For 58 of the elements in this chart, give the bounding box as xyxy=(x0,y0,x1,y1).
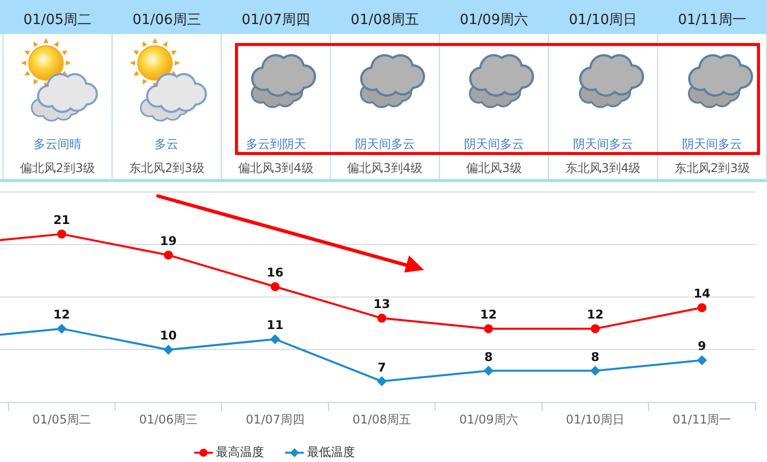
category-label: 01/05周二 xyxy=(23,12,92,28)
x-tick-label: 01/05周二 xyxy=(32,412,91,427)
data-label: 12 xyxy=(480,308,497,322)
text: 偏北风3到4级 xyxy=(238,161,314,176)
text: 偏北风3到4级 xyxy=(347,161,422,176)
legend-label: 最高温度 xyxy=(216,444,264,459)
point xyxy=(270,334,280,344)
data-label: 19 xyxy=(160,234,177,248)
point xyxy=(697,303,706,312)
x-tick-label: 01/11周一 xyxy=(672,412,732,427)
point xyxy=(377,314,386,323)
x-tick-label: 01/08周五 xyxy=(352,412,412,427)
text: 多云间晴 xyxy=(34,137,82,152)
point xyxy=(56,324,67,334)
legend-label: 最低温度 xyxy=(307,444,355,459)
category-label: 01/08周五 xyxy=(350,12,420,28)
data-label: 14 xyxy=(694,286,710,301)
point xyxy=(696,355,707,366)
category-label: 01/10周日 xyxy=(568,12,638,28)
x-tick-label: 01/06周三 xyxy=(139,412,198,427)
x-tick-label: 01/09周六 xyxy=(459,412,518,427)
x-tick-label: 01/10周日 xyxy=(566,412,625,427)
text: 阴天间多云 xyxy=(573,137,634,152)
text: 阴天间多云 xyxy=(354,137,415,152)
x-tick-label: 01/07周四 xyxy=(246,412,304,427)
point xyxy=(163,344,174,355)
point xyxy=(590,324,600,334)
point xyxy=(57,230,66,239)
category-label: 01/09周六 xyxy=(460,12,528,28)
category-label: 01/06周三 xyxy=(132,12,201,28)
data-label: 12 xyxy=(53,308,70,322)
data-label: 11 xyxy=(266,318,284,332)
data-label: 10 xyxy=(160,328,177,343)
data-label: 8 xyxy=(591,350,600,364)
data-label: 7 xyxy=(378,360,386,374)
text: 多云到阴天 xyxy=(246,137,306,152)
data-label: 13 xyxy=(373,297,390,312)
point xyxy=(164,250,173,260)
text: 偏北风3级 xyxy=(466,161,522,176)
text: 阴天间多云 xyxy=(682,137,742,152)
point xyxy=(484,324,494,334)
category-label: 01/07周四 xyxy=(242,12,310,28)
point xyxy=(376,376,387,386)
category-label: 01/11周一 xyxy=(678,12,746,28)
data-label: 9 xyxy=(698,339,706,354)
text: 多云 xyxy=(154,137,179,152)
data-label: 12 xyxy=(586,308,604,322)
data-label: 21 xyxy=(53,213,70,228)
text: 东北风2到3级 xyxy=(129,161,204,176)
point xyxy=(270,282,280,292)
point xyxy=(590,366,600,376)
point xyxy=(484,366,494,376)
data-label: 16 xyxy=(266,266,284,280)
text: 偏北风2到3级 xyxy=(20,161,96,176)
data-label: 8 xyxy=(484,350,493,364)
text: 东北风2到3级 xyxy=(674,161,750,176)
text: 阴天间多云 xyxy=(464,137,524,152)
text: 东北风3到4级 xyxy=(565,161,641,176)
